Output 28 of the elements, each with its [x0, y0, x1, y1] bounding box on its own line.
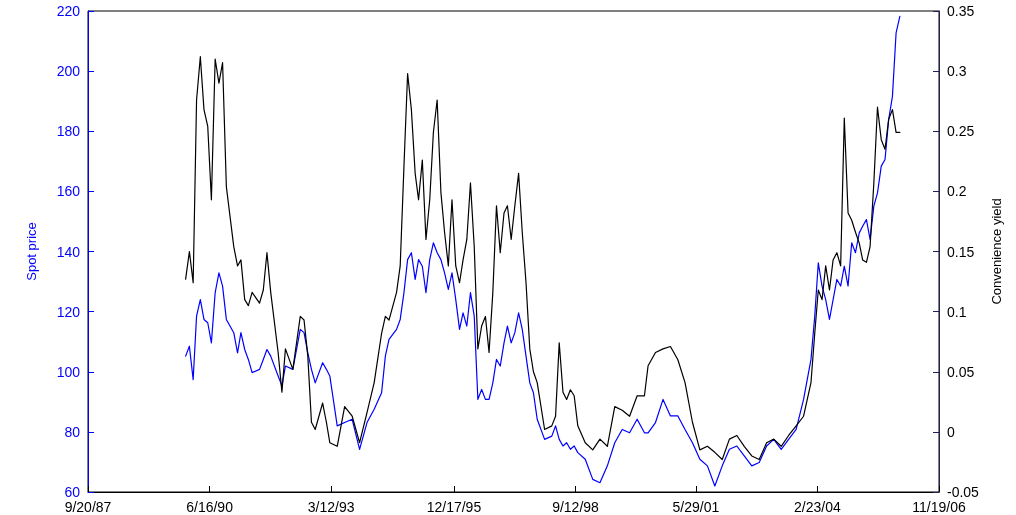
y2-tick-label: 0.2 [947, 183, 967, 200]
x-tick-label: 9/20/87 [64, 499, 112, 515]
y-tick-label: 140 [56, 243, 81, 260]
x-tick-label: 5/29/01 [672, 499, 720, 515]
y2-tick-label: 0.1 [947, 303, 967, 320]
x-tick-label: 6/16/90 [186, 499, 234, 515]
y2-tick-label: 0.35 [947, 3, 975, 19]
x-tick-label: 2/23/04 [794, 499, 841, 515]
y-tick-label: 120 [56, 303, 81, 320]
y-axis-title: Spot price [24, 222, 39, 281]
y-tick-label: 160 [56, 183, 81, 200]
y2-tick-label: 0 [947, 423, 955, 440]
x-tick-label: 9/12/98 [552, 499, 600, 515]
y-tick-label: 100 [56, 363, 81, 380]
y-tick-label: 60 [64, 484, 81, 500]
x-tick-label: 3/12/93 [307, 499, 355, 515]
y2-tick-label: 0.05 [947, 363, 975, 380]
y-tick-label: 220 [56, 3, 81, 19]
y2-tick-label: 0.15 [947, 243, 975, 260]
y2-axis-title: Convenience yield [988, 198, 1004, 305]
y2-tick-label: 0.3 [947, 63, 967, 80]
x-tick-label: 11/19/06 [912, 499, 966, 515]
y2-tick-label: 0.25 [947, 123, 975, 140]
y-tick-label: 200 [56, 63, 81, 80]
y-tick-label: 80 [64, 423, 81, 440]
y-tick-label: 180 [56, 123, 81, 140]
x-tick-label: 12/17/95 [426, 499, 482, 515]
y2-tick-label: -0.05 [947, 484, 980, 500]
